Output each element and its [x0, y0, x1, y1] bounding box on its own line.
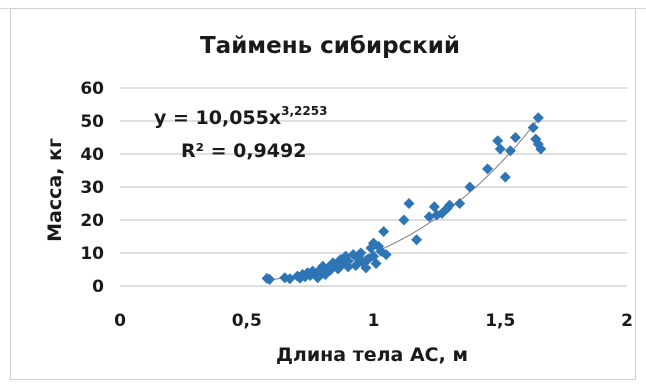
- data-point: [423, 211, 435, 223]
- trend-equation: y = 10,055x3,2253: [154, 104, 327, 129]
- data-point: [342, 261, 354, 273]
- data-point: [532, 112, 544, 124]
- y-tick-label: 0: [92, 277, 104, 297]
- data-point: [454, 198, 466, 209]
- chart-frame: [10, 8, 636, 380]
- y-tick-label: 20: [80, 211, 104, 231]
- x-tick-label: 1: [368, 311, 380, 331]
- r-squared-label: R² = 0,9492: [181, 140, 306, 162]
- x-tick-label: 0,5: [232, 311, 262, 331]
- data-point: [444, 199, 456, 211]
- data-point: [411, 234, 423, 246]
- data-point: [464, 181, 476, 193]
- y-tick-label: 50: [80, 112, 104, 132]
- y-tick-label: 40: [80, 145, 104, 165]
- data-point: [494, 143, 506, 155]
- trend-equation-main: y = 10,055x: [154, 107, 281, 129]
- y-tick-label: 30: [80, 178, 104, 198]
- y-axis-label: Масса, кг: [44, 138, 66, 242]
- data-point: [380, 249, 392, 261]
- y-tick-labels: 0 10 20 30 40 50 60: [80, 79, 104, 297]
- data-point: [370, 258, 382, 270]
- data-point: [535, 143, 547, 155]
- data-point: [403, 198, 415, 209]
- gridlines: [120, 87, 627, 287]
- data-point: [482, 163, 494, 175]
- data-point: [499, 171, 511, 183]
- data-point: [355, 247, 367, 259]
- x-tick-label: 1,5: [485, 311, 515, 331]
- data-point: [428, 201, 440, 213]
- data-point: [492, 135, 504, 147]
- data-point: [342, 255, 354, 267]
- data-point: [398, 214, 410, 226]
- data-point: [360, 262, 372, 274]
- data-points: [261, 112, 547, 285]
- data-point: [509, 132, 521, 143]
- data-point: [527, 122, 539, 134]
- data-point: [264, 273, 276, 285]
- x-tick-label: 2: [621, 311, 633, 331]
- y-tick-label: 60: [80, 79, 104, 99]
- x-tick-labels: 0 0,5 1 1,5 2: [114, 311, 633, 331]
- trend-equation-exponent: 3,2253: [281, 104, 327, 118]
- data-point: [378, 226, 390, 238]
- chart-title: Таймень сибирский: [200, 33, 460, 59]
- y-tick-label: 10: [80, 244, 104, 264]
- x-axis-label: Длина тела АС, м: [276, 344, 468, 366]
- x-tick-label: 0: [114, 311, 126, 331]
- data-point: [504, 145, 516, 157]
